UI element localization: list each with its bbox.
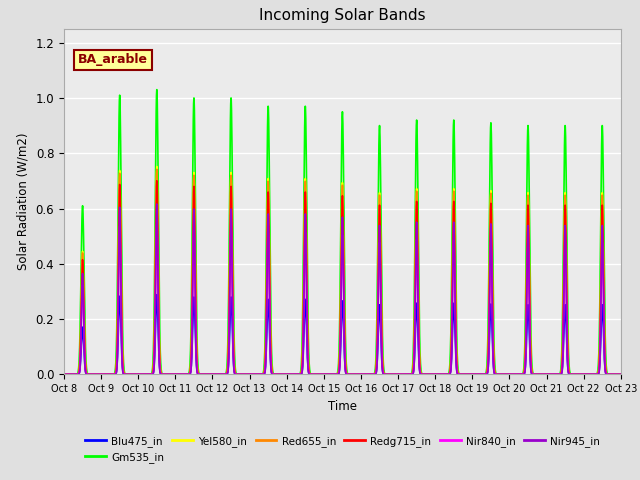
Line: Yel580_in: Yel580_in [64,167,621,374]
Nir840_in [127,372,135,377]
Nir945_in [153,201,161,207]
Blu475_in [95,372,103,377]
Nir840_in [617,372,625,377]
Yel580_in [95,372,103,377]
Nir840_in [234,372,241,377]
Y-axis label: Solar Radiation (W/m2): Solar Radiation (W/m2) [17,133,30,270]
Nir945_in [95,372,103,377]
Yel580_in [60,372,68,377]
Nir840_in [153,221,161,227]
Gm535_in [234,372,241,377]
Legend: Blu475_in, Gm535_in, Yel580_in, Red655_in, Redg715_in, Nir840_in, Nir945_in: Blu475_in, Gm535_in, Yel580_in, Red655_i… [81,432,604,467]
Gm535_in [153,87,161,93]
Red655_in [153,167,161,172]
Line: Red655_in: Red655_in [64,169,621,374]
Blu475_in [127,372,135,377]
Nir945_in [60,372,68,377]
Blu475_in [153,292,161,298]
Yel580_in [126,372,134,377]
Nir840_in [126,372,134,377]
Gm535_in [60,372,68,377]
Blu475_in [126,372,134,377]
Nir945_in [490,370,498,376]
Line: Gm535_in: Gm535_in [64,90,621,374]
Red655_in [445,372,452,377]
Red655_in [60,372,68,377]
Line: Blu475_in: Blu475_in [64,295,621,374]
Nir945_in [126,372,134,377]
Line: Nir840_in: Nir840_in [64,224,621,374]
Gm535_in [127,372,135,377]
Yel580_in [153,164,161,169]
Gm535_in [126,372,134,377]
Gm535_in [445,370,452,376]
Nir840_in [445,372,452,377]
Red655_in [127,372,135,377]
Gm535_in [490,345,498,351]
Blu475_in [490,369,498,375]
Gm535_in [617,372,625,377]
Nir945_in [617,372,625,377]
Yel580_in [445,372,452,377]
Redg715_in [234,372,241,377]
Blu475_in [234,372,241,377]
Nir840_in [60,372,68,377]
Red655_in [617,372,625,377]
Redg715_in [153,178,161,184]
Text: BA_arable: BA_arable [78,53,148,66]
Title: Incoming Solar Bands: Incoming Solar Bands [259,9,426,24]
Yel580_in [617,372,625,377]
Redg715_in [126,372,134,377]
Blu475_in [445,372,452,377]
Redg715_in [445,372,452,377]
Nir945_in [127,372,135,377]
Redg715_in [95,372,103,377]
Nir945_in [234,372,241,377]
Nir840_in [490,369,498,374]
Blu475_in [617,372,625,377]
Line: Redg715_in: Redg715_in [64,181,621,374]
Nir840_in [95,372,103,377]
Red655_in [234,372,241,377]
Nir945_in [445,372,452,377]
Blu475_in [60,372,68,377]
Line: Nir945_in: Nir945_in [64,204,621,374]
Red655_in [490,363,498,369]
Redg715_in [127,372,135,377]
Yel580_in [490,362,498,368]
Redg715_in [617,372,625,377]
Yel580_in [234,372,241,377]
Redg715_in [490,366,498,372]
Redg715_in [60,372,68,377]
Gm535_in [95,372,103,377]
X-axis label: Time: Time [328,400,357,413]
Yel580_in [127,372,135,377]
Red655_in [126,372,134,377]
Red655_in [95,372,103,377]
